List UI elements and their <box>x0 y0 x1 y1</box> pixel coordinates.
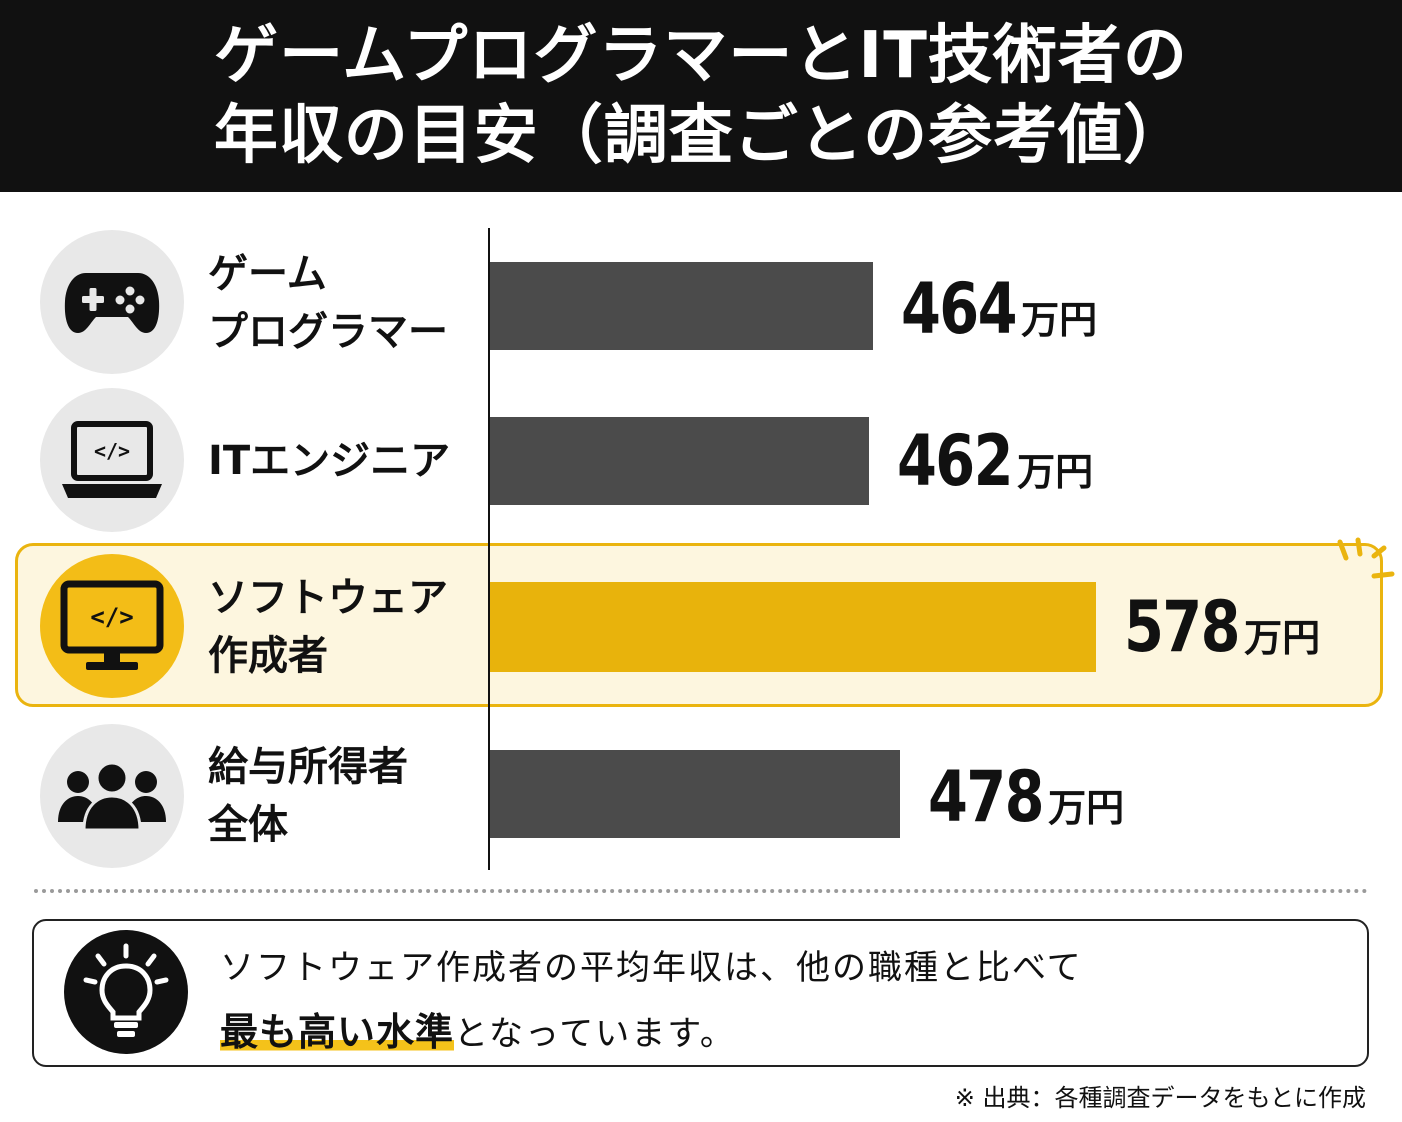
title-line-2: 年収の目安（調査ごとの参考値） <box>213 99 1189 173</box>
svg-text:</>: </> <box>94 439 130 463</box>
note-text-line1: ソフトウェア作成者の平均年収は、他の職種と比べて <box>220 948 1083 988</box>
value-unit: 万円 <box>1017 450 1094 494</box>
label-game-programmer: ゲーム プログラマー <box>208 245 448 361</box>
people-icon <box>58 761 166 832</box>
bar-game-programmer <box>490 262 873 350</box>
value-number: 462 <box>897 420 1014 502</box>
value-unit: 万円 <box>1244 616 1321 660</box>
value-label-game-programmer: 464 万円 <box>901 268 1097 350</box>
value-unit: 万円 <box>1021 298 1098 342</box>
source-note: ※ 出典：各種調査データをもとに作成 <box>954 1084 1366 1112</box>
value-number: 578 <box>1124 586 1241 668</box>
laptop-code-icon: </> <box>62 421 162 498</box>
label-line: 作成者 <box>208 633 328 679</box>
label-line: 全体 <box>208 802 288 848</box>
people-icon-circle <box>40 724 184 868</box>
gamepad-icon-circle <box>40 230 184 374</box>
label-it-engineer: ITエンジニア <box>208 432 450 490</box>
title-line-1: ゲームプログラマーとIT技術者の <box>214 19 1188 93</box>
value-label-it-engineer: 462 万円 <box>897 420 1093 502</box>
dotted-divider <box>34 889 1368 893</box>
lightbulb-icon <box>83 943 169 1037</box>
lightbulb-icon-circle <box>64 930 188 1054</box>
chart-axis-line <box>488 228 490 870</box>
bar-it-engineer <box>490 417 869 505</box>
label-all-earners: 給与所得者 全体 <box>208 738 408 854</box>
label-software-creator: ソフトウェア 作成者 <box>208 569 448 685</box>
label-line: ソフトウェア <box>208 575 448 621</box>
laptop-icon-circle: </> <box>40 388 184 532</box>
value-unit: 万円 <box>1048 786 1125 830</box>
value-label-software-creator: 578 万円 <box>1124 586 1320 668</box>
header-banner: ゲームプログラマーとIT技術者の 年収の目安（調査ごとの参考値） <box>0 0 1402 192</box>
label-line: ゲーム <box>208 251 327 297</box>
gamepad-icon <box>64 273 160 333</box>
label-line: 給与所得者 <box>208 744 408 790</box>
label-line: ITエンジニア <box>208 438 451 484</box>
bar-all-earners <box>490 750 900 838</box>
note-text-rest: となっています。 <box>454 1014 736 1054</box>
label-line: プログラマー <box>208 309 448 355</box>
value-number: 478 <box>928 756 1045 838</box>
note-emphasis: 最も高い水準 <box>220 1010 455 1054</box>
monitor-code-icon: </> <box>60 580 164 670</box>
sparkle-icon <box>1337 537 1395 579</box>
bar-software-creator <box>490 582 1096 672</box>
monitor-icon-circle: </> <box>40 554 184 698</box>
note-text-line2: 最も高い水準となっています。 <box>220 1001 736 1056</box>
value-number: 464 <box>901 268 1018 350</box>
value-label-all-earners: 478 万円 <box>928 756 1124 838</box>
svg-text:</>: </> <box>90 603 133 631</box>
